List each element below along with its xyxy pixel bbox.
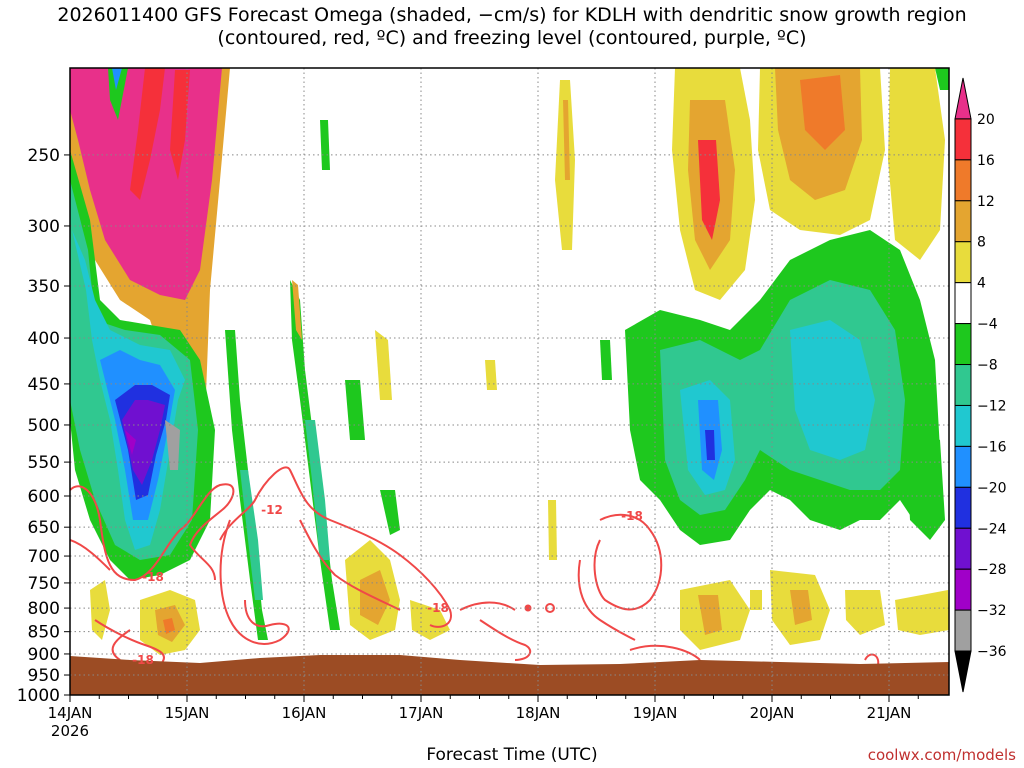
terrain-ground	[70, 655, 949, 695]
y-tick-label: 900	[28, 645, 60, 665]
y-tick-label: 350	[28, 277, 60, 297]
colorbar-label: −24	[977, 521, 1007, 537]
colorbar-swatch	[954, 200, 972, 243]
x-tick-label: 21JAN	[867, 704, 912, 722]
y-tick-label: 250	[28, 146, 60, 166]
colorbar-label: −12	[977, 398, 1007, 414]
colorbar-label: −20	[977, 480, 1007, 496]
colorbar-swatch	[954, 364, 972, 406]
x-tick-label: 16JAN	[282, 704, 327, 722]
y-tick-label: 700	[28, 547, 60, 567]
y-tick-label: 400	[28, 329, 60, 349]
colorbar-swatch	[954, 527, 972, 570]
x-tick-label: 18JAN	[516, 704, 561, 722]
y-tick-label: 550	[28, 453, 60, 473]
colorbar-label: 4	[977, 276, 986, 292]
x-axis: 14JAN 15JAN 16JAN 17JAN 18JAN 19JAN 20JAN 21JAN…	[48, 695, 919, 740]
site-credit: coolwx.com/models	[867, 746, 1016, 764]
colorbar-label: −16	[977, 439, 1007, 455]
contour-label: -12	[261, 503, 283, 517]
y-tick-label: 300	[28, 217, 60, 237]
contour-label: -18	[427, 601, 449, 615]
colorbar-swatch	[954, 650, 972, 693]
omega-green-streaks	[225, 80, 575, 640]
y-tick-label: 850	[28, 623, 60, 643]
y-tick-label: 750	[28, 574, 60, 594]
x-tick-label: 20JAN	[750, 704, 795, 722]
chart-title: 2026011400 GFS Forecast Omega (shaded, −…	[57, 4, 967, 49]
colorbar-label: 12	[977, 194, 995, 210]
colorbar-label: 20	[977, 112, 995, 128]
colorbar-label: 16	[977, 153, 995, 169]
gridlines	[70, 68, 949, 695]
colorbar: 20 16 12 8 4 −4 −8 −12 −16 −20 −24 −28 −32 −36	[954, 77, 1007, 693]
y-tick-label: 1000	[17, 686, 60, 706]
colorbar-swatch	[954, 609, 972, 652]
colorbar-label: −4	[977, 317, 998, 333]
x-tick-label: 14JAN	[48, 704, 93, 722]
y-tick-label: 450	[28, 375, 60, 395]
omega-blob-right-upper	[672, 68, 949, 300]
colorbar-swatch	[954, 77, 972, 120]
colorbar-swatch	[954, 568, 972, 611]
colorbar-swatch	[954, 404, 972, 447]
colorbar-swatch	[954, 486, 972, 529]
contour-label: -18	[132, 653, 154, 667]
y-tick-label: 500	[28, 416, 60, 436]
y-tick-label: 600	[28, 487, 60, 507]
colorbar-label: −32	[977, 603, 1007, 619]
x-tick-label: 17JAN	[399, 704, 444, 722]
plot-frame	[69, 67, 950, 696]
omega-right-low-patches	[680, 570, 949, 650]
y-axis: 2503003504004505005506006507007508008509…	[17, 146, 70, 706]
x-tick-label: 19JAN	[633, 704, 678, 722]
colorbar-label: −36	[977, 644, 1007, 660]
colorbar-swatch	[954, 282, 972, 325]
dendritic-contours	[70, 466, 880, 666]
colorbar-swatch	[954, 118, 972, 161]
colorbar-swatch	[954, 159, 972, 202]
contour-label-group: -18 -12 -18 -18 -18	[132, 503, 643, 667]
omega-shading	[70, 68, 949, 655]
colorbar-swatch	[954, 323, 972, 366]
contour-label: -18	[142, 570, 164, 584]
colorbar-label: −8	[977, 358, 998, 374]
x-axis-label: Forecast Time (UTC)	[426, 745, 598, 765]
y-tick-label: 650	[28, 518, 60, 538]
contour-label: -18	[621, 509, 643, 523]
omega-blob-left-lower	[70, 150, 215, 580]
x-start-year: 2026	[51, 722, 89, 740]
colorbar-swatch	[954, 445, 972, 488]
x-tick-label: 15JAN	[165, 704, 210, 722]
colorbar-swatch	[954, 241, 972, 284]
y-tick-label: 800	[28, 599, 60, 619]
colorbar-label: 8	[977, 235, 986, 251]
colorbar-label: −28	[977, 562, 1007, 578]
omega-blob-right-mid	[600, 230, 945, 545]
y-tick-label: 950	[28, 666, 60, 686]
